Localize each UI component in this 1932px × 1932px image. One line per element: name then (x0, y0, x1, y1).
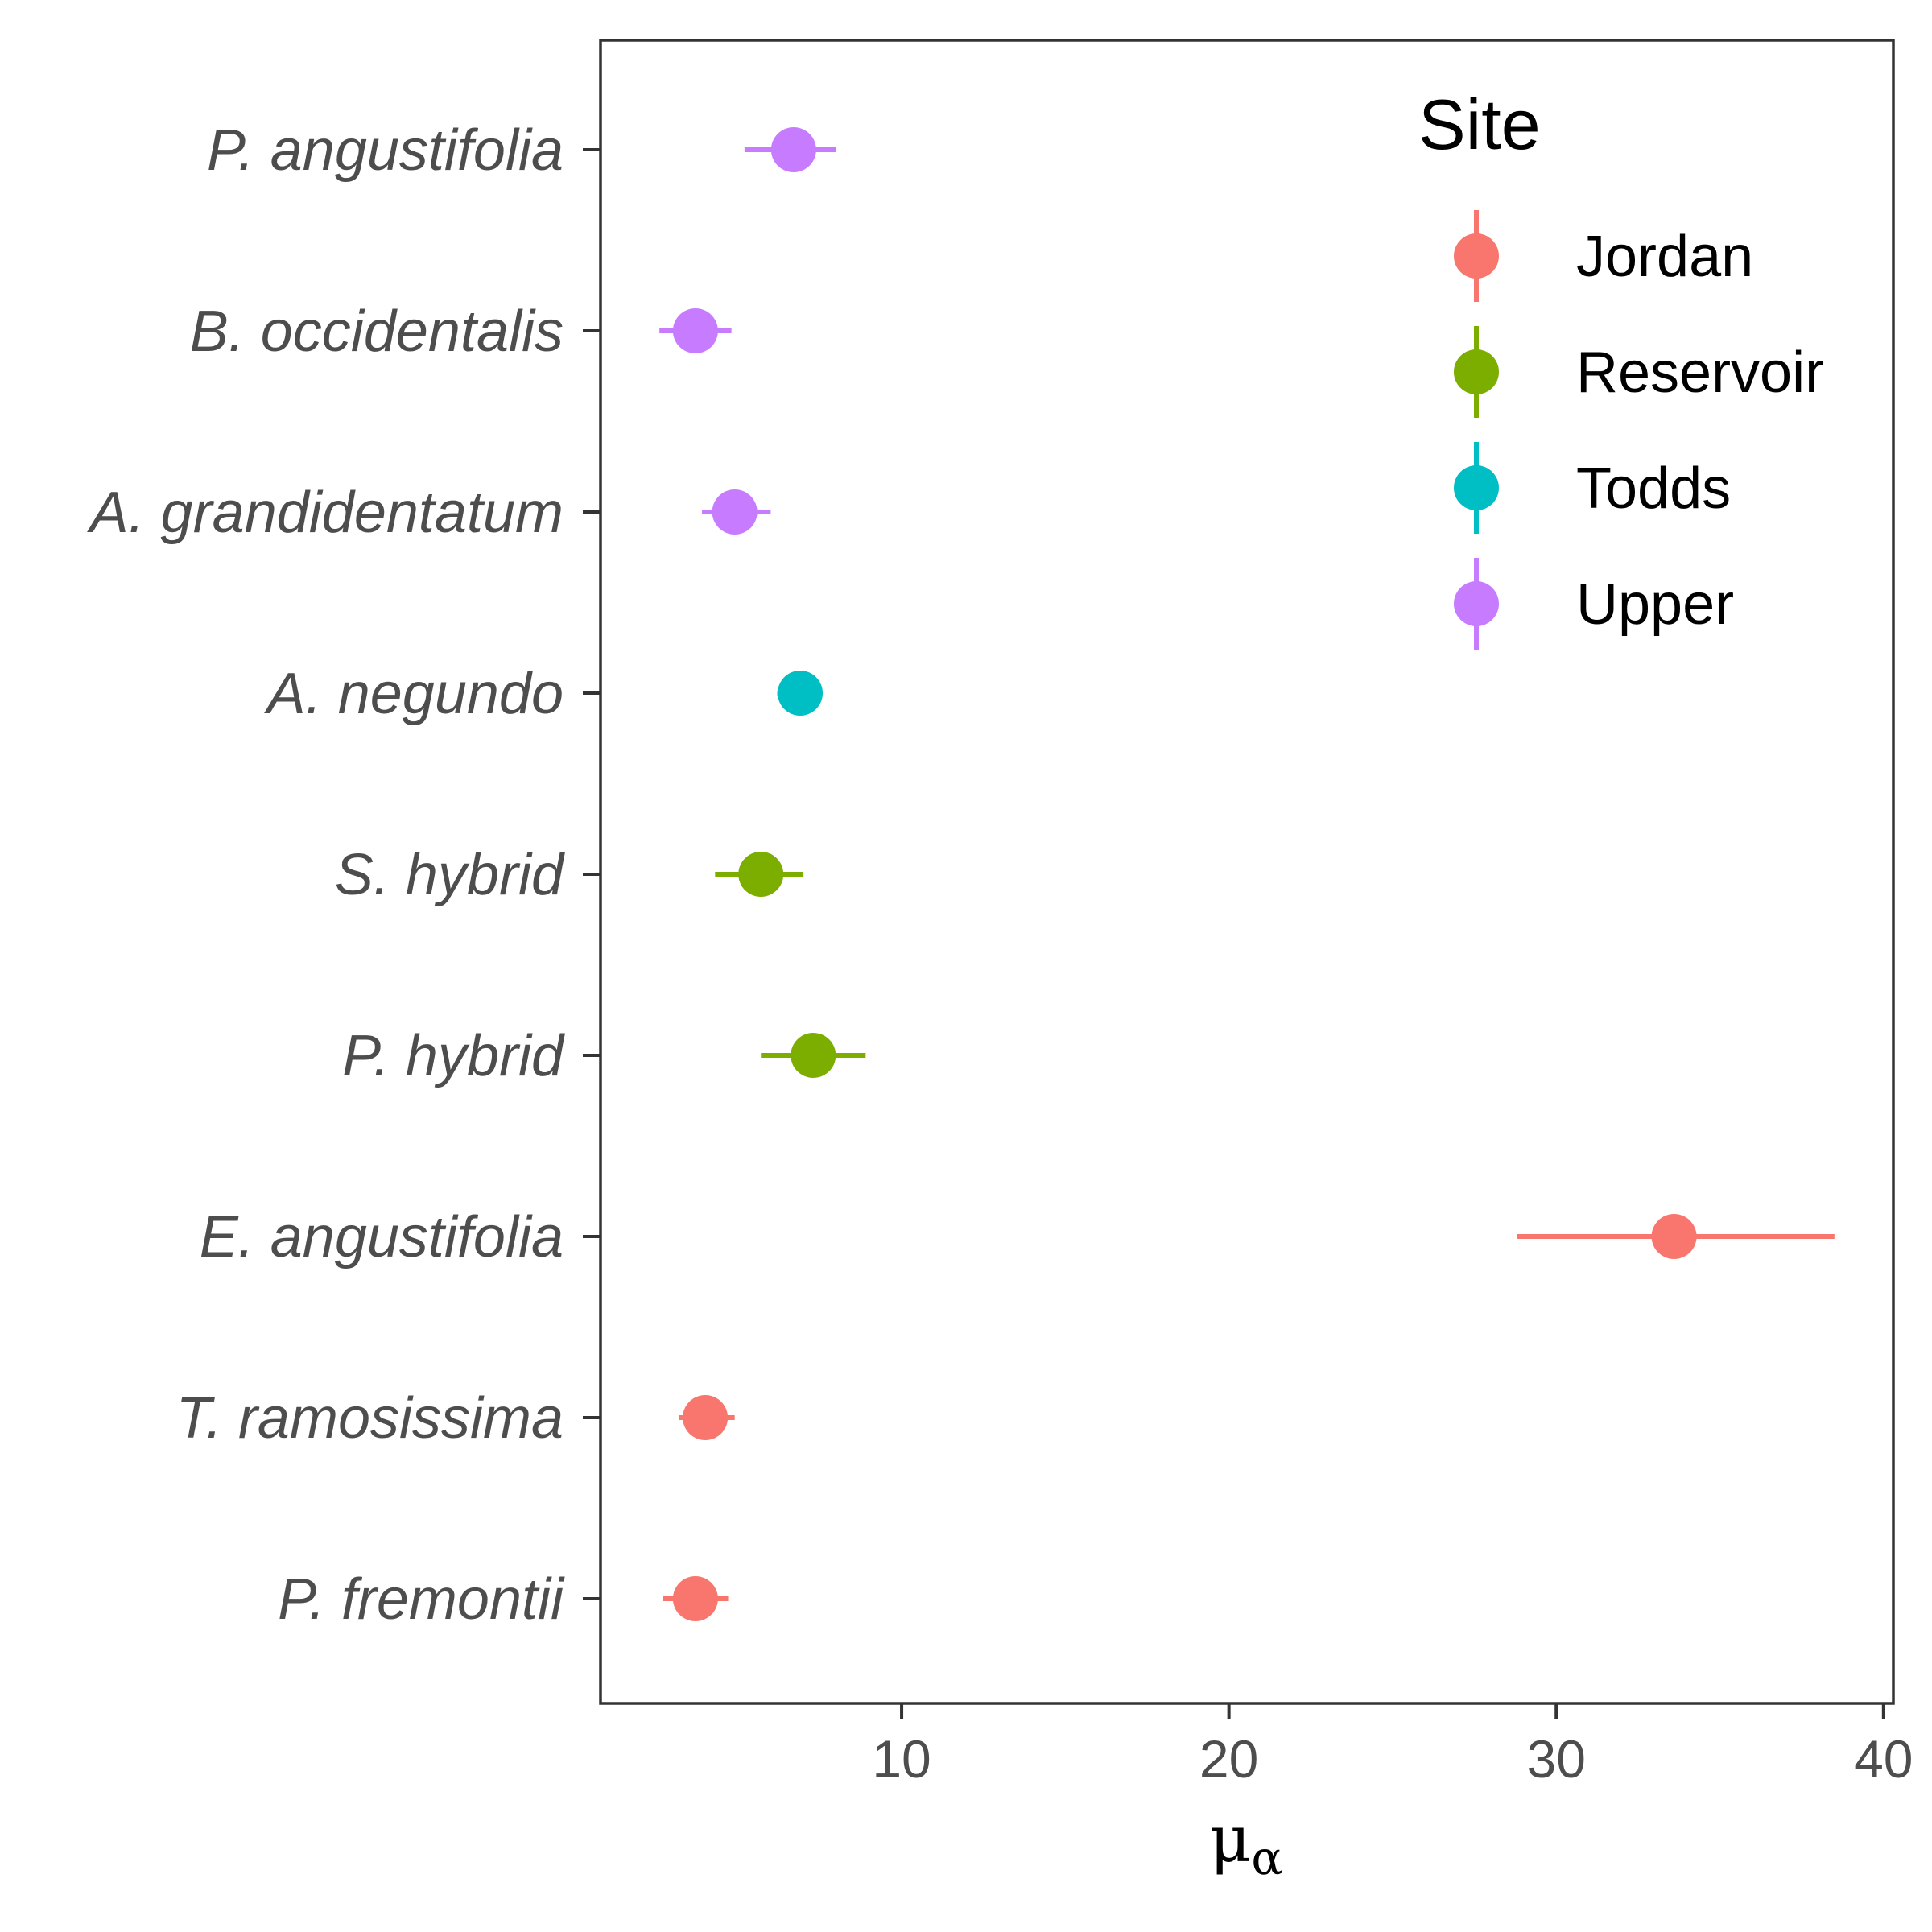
legend-key-point (1454, 465, 1499, 510)
x-axis: 10 20 30 40 (872, 1703, 1913, 1789)
x-tick-label: 10 (872, 1729, 931, 1789)
data-point (672, 1576, 718, 1621)
legend: Site Jordan Reservoir Todds Upper (1418, 85, 1824, 650)
data-point (1651, 1214, 1697, 1259)
data-point (738, 852, 784, 897)
y-axis: P. angustifolia B. occidentalis A. grandid… (87, 118, 601, 1632)
legend-key-point (1454, 233, 1499, 279)
legend-label: Jordan (1576, 225, 1753, 289)
plot-marks (659, 127, 1835, 1621)
y-tick-label: P. angustifolia (207, 118, 564, 183)
data-point (791, 1033, 836, 1078)
data-point (770, 127, 816, 172)
y-tick-label: E. angustifolia (200, 1205, 564, 1269)
legend-label: Upper (1576, 572, 1734, 637)
legend-key-point (1454, 581, 1499, 626)
x-tick-label: 40 (1854, 1729, 1913, 1789)
legend-key-point (1454, 349, 1499, 394)
y-tick-label: A. grandidentatum (87, 481, 564, 545)
y-tick-label: A. negundo (264, 662, 564, 726)
y-tick-label: T. ramosissima (176, 1386, 564, 1451)
x-tick-label: 30 (1527, 1729, 1586, 1789)
legend-label: Reservoir (1576, 341, 1824, 405)
data-point (672, 308, 718, 353)
plot-panel-border (599, 39, 1895, 1705)
x-axis-title: μα (1209, 1802, 1282, 1885)
y-tick-label: P. hybrid (342, 1024, 565, 1088)
data-point (683, 1395, 729, 1440)
data-point (778, 671, 824, 716)
legend-label: Todds (1576, 456, 1731, 521)
legend-title: Site (1418, 85, 1541, 164)
y-tick-label: P. fremontii (278, 1567, 565, 1632)
y-tick-label: S. hybrid (335, 843, 565, 907)
y-tick-label: B. occidentalis (190, 299, 564, 364)
x-tick-label: 20 (1199, 1729, 1258, 1789)
data-point (712, 489, 758, 535)
